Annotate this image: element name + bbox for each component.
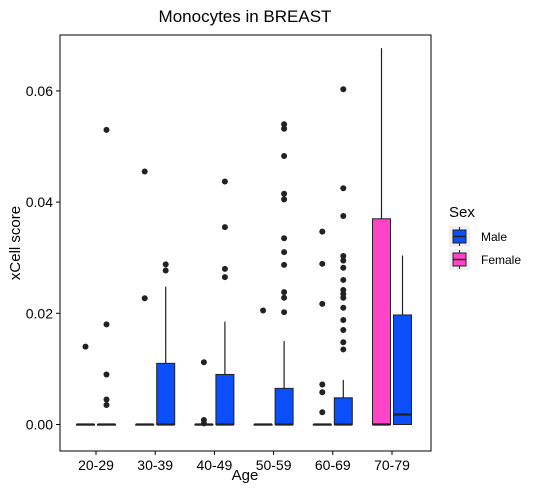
outlier-point bbox=[221, 274, 228, 281]
legend-title: Sex bbox=[449, 204, 475, 221]
box-body bbox=[333, 397, 353, 426]
outlier-point bbox=[319, 381, 326, 388]
y-tick-label: 0.02 bbox=[26, 305, 53, 321]
outlier-point bbox=[340, 276, 347, 283]
outlier-point bbox=[162, 261, 169, 268]
box-body bbox=[156, 362, 176, 425]
box-30-39-female bbox=[135, 423, 155, 426]
outlier-point bbox=[281, 121, 288, 128]
box-20-29-male bbox=[97, 423, 116, 426]
outlier-point bbox=[281, 152, 288, 159]
outlier-point bbox=[281, 289, 288, 296]
x-tick-label: 20-29 bbox=[78, 457, 114, 473]
x-tick-label: 30-39 bbox=[137, 457, 173, 473]
outliers-layer bbox=[82, 86, 347, 427]
box-body bbox=[393, 314, 412, 425]
outlier-point bbox=[340, 326, 347, 333]
y-axis: 0.00 0.02 0.04 0.06 bbox=[26, 83, 60, 433]
x-axis: 20-29 30-39 40-49 50-59 60-69 70-79 bbox=[78, 451, 410, 473]
outlier-point bbox=[340, 294, 347, 301]
legend-label: Male bbox=[481, 230, 507, 244]
x-axis-label: Age bbox=[232, 467, 259, 484]
box-body bbox=[274, 387, 294, 425]
outlier-point bbox=[82, 343, 89, 350]
outlier-point bbox=[340, 264, 347, 271]
outlier-point bbox=[340, 185, 347, 192]
outlier-point bbox=[281, 235, 288, 242]
x-tick-label: 60-69 bbox=[315, 457, 351, 473]
outlier-point bbox=[319, 300, 326, 307]
x-tick-label: 50-59 bbox=[256, 457, 292, 473]
box-50-59-female bbox=[253, 423, 273, 426]
box-body bbox=[215, 373, 235, 425]
box-20-29-female bbox=[76, 423, 95, 426]
outlier-point bbox=[103, 402, 110, 409]
outlier-point bbox=[340, 253, 347, 260]
outlier-point bbox=[319, 228, 326, 235]
outlier-point bbox=[162, 267, 169, 274]
legend-item-male: Male bbox=[449, 226, 507, 247]
outlier-point bbox=[319, 389, 326, 396]
outlier-point bbox=[340, 86, 347, 93]
y-tick-label: 0.04 bbox=[26, 194, 53, 210]
outlier-point bbox=[281, 196, 288, 203]
outlier-point bbox=[103, 396, 110, 403]
chart-title: Monocytes in BREAST bbox=[159, 7, 332, 26]
box-body bbox=[372, 218, 391, 425]
y-axis-label: xCell score bbox=[7, 206, 24, 280]
box-60-69-male bbox=[333, 380, 353, 426]
outlier-point bbox=[103, 321, 110, 328]
outlier-point bbox=[221, 178, 228, 185]
outlier-point bbox=[340, 213, 347, 219]
outlier-point bbox=[281, 190, 288, 197]
outlier-point bbox=[319, 260, 326, 267]
outlier-point bbox=[281, 261, 288, 268]
box-30-39-male bbox=[156, 286, 176, 426]
outlier-point bbox=[281, 249, 288, 256]
box-40-49-male bbox=[215, 321, 235, 426]
outlier-point bbox=[281, 125, 288, 132]
outlier-point bbox=[141, 168, 148, 175]
plot-panel bbox=[59, 34, 432, 452]
y-tick-label: 0.06 bbox=[26, 83, 53, 99]
legend-label: Female bbox=[481, 253, 521, 267]
outlier-point bbox=[103, 126, 110, 133]
outlier-point bbox=[340, 316, 347, 323]
outlier-point bbox=[221, 265, 228, 272]
outlier-point bbox=[340, 257, 347, 264]
boxes-layer bbox=[76, 48, 412, 426]
outlier-point bbox=[141, 295, 148, 302]
x-tick-label: 70-79 bbox=[374, 457, 410, 473]
outlier-point bbox=[281, 309, 288, 316]
outlier-point bbox=[340, 346, 347, 353]
outlier-point bbox=[340, 339, 347, 346]
x-tick-label: 40-49 bbox=[196, 457, 232, 473]
outlier-point bbox=[319, 409, 326, 416]
outlier-point bbox=[340, 304, 347, 311]
outlier-point bbox=[103, 371, 110, 378]
legend-item-female: Female bbox=[449, 249, 521, 270]
outlier-point bbox=[221, 224, 228, 231]
outlier-point bbox=[260, 307, 267, 314]
box-60-69-female bbox=[312, 423, 332, 426]
outlier-point bbox=[281, 294, 288, 301]
legend: Sex Male Female bbox=[449, 204, 521, 270]
box-70-79-female bbox=[372, 48, 391, 426]
outlier-point bbox=[200, 420, 207, 427]
box-50-59-male bbox=[274, 341, 294, 426]
box-70-79-male bbox=[393, 255, 412, 425]
y-tick-label: 0.00 bbox=[26, 417, 53, 433]
outlier-point bbox=[200, 359, 207, 366]
